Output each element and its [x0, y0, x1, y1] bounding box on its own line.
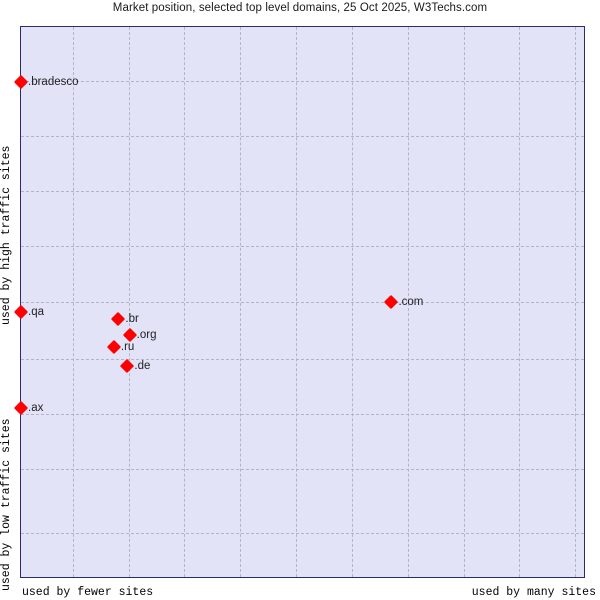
x-axis-label-right: used by many sites: [471, 586, 596, 599]
gridline-horizontal: [21, 413, 584, 415]
diamond-marker-icon: [122, 327, 137, 343]
gridline-vertical: [240, 27, 241, 577]
y-axis-label-high: used by high traffic sites: [0, 145, 13, 325]
data-point-label: .bradesco: [28, 76, 79, 88]
x-axis-label-left: used by fewer sites: [22, 586, 154, 599]
data-point-label: .org: [136, 329, 157, 341]
data-point-label: .com: [398, 296, 424, 308]
gridline-horizontal: [21, 191, 584, 193]
gridline-horizontal: [21, 533, 584, 534]
gridline-vertical: [574, 27, 576, 577]
gridline-vertical: [352, 27, 354, 577]
data-point-label: .ax: [28, 401, 44, 414]
chart-title: Market position, selected top level doma…: [112, 2, 488, 14]
diamond-marker-icon: [120, 358, 135, 373]
data-point-label: .br: [125, 313, 139, 326]
plot-area: .bradesco .qa .br .org .ru .de .com .ax: [13, 26, 585, 578]
gridline-horizontal: [21, 136, 584, 138]
diamond-marker-icon: [111, 311, 126, 327]
gridline-horizontal: [21, 302, 584, 303]
gridline-horizontal: [21, 246, 584, 248]
diamond-marker-icon: [13, 74, 29, 90]
gridline-vertical: [128, 27, 130, 577]
diamond-marker-icon: [13, 400, 29, 415]
gridline-horizontal: [21, 358, 584, 360]
y-axis-label-low: used by low traffic sites: [0, 418, 13, 591]
gridline-vertical: [463, 27, 465, 577]
gridline-vertical: [519, 27, 521, 577]
diamond-marker-icon: [106, 340, 121, 355]
diamond-marker-icon: [13, 304, 29, 319]
gridline-vertical: [72, 27, 74, 577]
data-point-label: .ru: [120, 341, 135, 354]
gridline-horizontal: [21, 80, 584, 82]
gridlines: [21, 27, 584, 577]
data-point-label: .de: [134, 359, 151, 372]
diamond-marker-icon: [384, 294, 399, 310]
gridline-vertical: [184, 27, 186, 577]
gridline-vertical: [295, 27, 297, 577]
data-point-label: .qa: [28, 305, 44, 318]
gridline-horizontal: [21, 468, 584, 470]
